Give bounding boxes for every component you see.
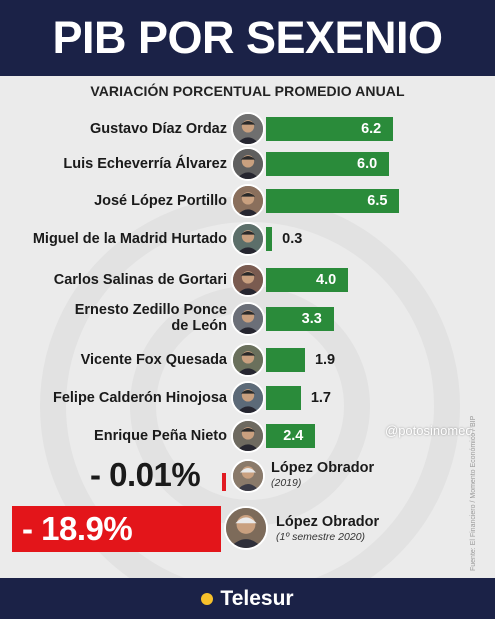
president-photo	[231, 302, 265, 336]
footer: Telesur	[0, 578, 495, 619]
amlo-2020-name: López Obrador	[276, 514, 380, 530]
value-label: 4.0	[316, 272, 337, 288]
bar	[266, 268, 348, 292]
amlo-2019-period: (2019)	[271, 477, 302, 489]
value-label: 6.2	[361, 121, 382, 137]
category-label: Luis Echeverría Álvarez	[63, 156, 227, 172]
telesur-logo-icon	[201, 592, 214, 605]
category-label: José López Portillo	[94, 193, 227, 209]
category-label: Carlos Salinas de Gortari	[53, 272, 227, 288]
watermark: @potosinomeq	[385, 423, 473, 438]
bar	[266, 227, 273, 251]
category-label: Vicente Fox Quesada	[80, 352, 227, 368]
president-photo	[231, 222, 265, 256]
amlo-2019-photo	[231, 459, 265, 493]
amlo-2020-value-label: - 18.9%	[22, 510, 133, 547]
chart-subtitle: VARIACIÓN PORCENTUAL PROMEDIO ANUAL	[90, 83, 405, 99]
chart-panel: VARIACIÓN PORCENTUAL PROMEDIO ANUAL Gust…	[0, 76, 495, 578]
category-label: Enrique Peña Nieto	[94, 428, 227, 444]
president-photo	[231, 112, 265, 146]
source-note: Fuente: El Financiero / Momento Económic…	[470, 415, 477, 571]
bar	[266, 424, 316, 448]
bar	[266, 152, 389, 176]
value-label: 3.3	[301, 311, 322, 327]
title-bar: PIB POR SEXENIO	[0, 0, 495, 76]
value-label: 2.4	[283, 428, 304, 444]
category-label: Ernesto Zedillo Ponce de León	[74, 302, 227, 334]
value-label: 1.9	[314, 352, 336, 368]
president-photo	[231, 263, 265, 297]
amlo-2020-bar: - 18.9%	[12, 506, 221, 552]
footer-brand: Telesur	[220, 586, 294, 610]
president-photo	[231, 147, 265, 181]
category-label: Gustavo Díaz Ordaz	[90, 121, 227, 137]
value-label: 0.3	[282, 231, 303, 247]
president-photo	[231, 381, 265, 415]
amlo-2020-period: (1º semestre 2020)	[276, 531, 366, 543]
bar	[266, 117, 394, 141]
amlo-2019-bar	[222, 473, 226, 491]
bar	[266, 348, 305, 372]
bar	[266, 307, 334, 331]
value-label: 1.7	[310, 390, 332, 406]
category-label: Felipe Calderón Hinojosa	[52, 390, 227, 406]
value-label: 6.0	[357, 156, 378, 172]
category-label: Miguel de la Madrid Hurtado	[32, 231, 227, 247]
bar	[266, 189, 400, 213]
page-title: PIB POR SEXENIO	[52, 12, 443, 63]
value-label: 6.5	[367, 193, 388, 209]
president-photo	[231, 184, 265, 218]
president-photo	[231, 419, 265, 453]
president-photo	[231, 343, 265, 377]
amlo-2019-value-label: - 0.01%	[90, 456, 201, 493]
amlo-2020-photo	[224, 506, 268, 550]
bar	[266, 386, 301, 410]
amlo-2019-name: López Obrador	[271, 460, 375, 476]
